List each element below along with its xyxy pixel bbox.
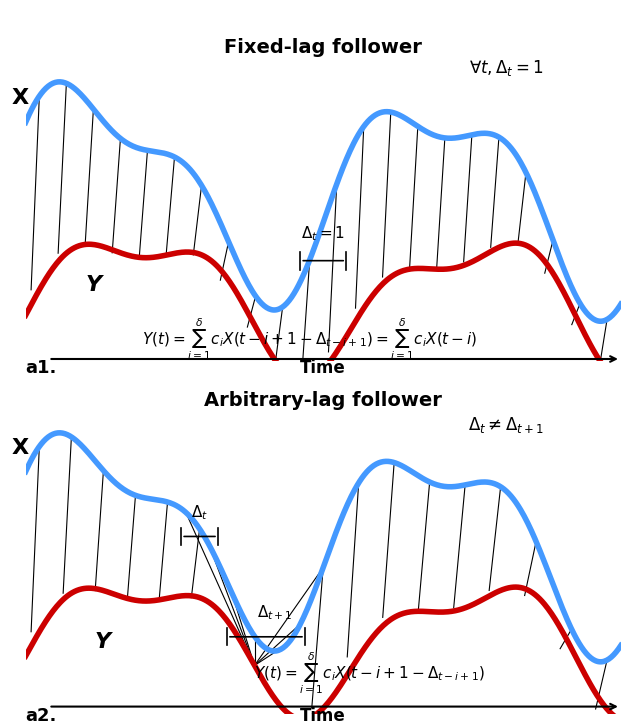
Text: $\Delta_t$: $\Delta_t$ bbox=[191, 503, 208, 522]
Text: $\Delta_{t+1}$: $\Delta_{t+1}$ bbox=[257, 603, 293, 622]
Text: Y: Y bbox=[85, 275, 101, 295]
Text: $\forall t, \Delta_t = 1$: $\forall t, \Delta_t = 1$ bbox=[469, 58, 543, 78]
Text: Arbitrary-lag follower: Arbitrary-lag follower bbox=[204, 391, 442, 410]
Text: a1.: a1. bbox=[26, 359, 57, 377]
Text: $\Delta_t = 1$: $\Delta_t = 1$ bbox=[301, 224, 346, 242]
Text: $\Delta_t \neq \Delta_{t+1}$: $\Delta_t \neq \Delta_{t+1}$ bbox=[468, 415, 544, 435]
Text: $Y(t) = \sum_{i=1}^{\delta} c_i X(t - i + 1 - \Delta_{t-i+1})$: $Y(t) = \sum_{i=1}^{\delta} c_i X(t - i … bbox=[253, 650, 484, 696]
Text: X: X bbox=[12, 88, 29, 108]
Text: a2.: a2. bbox=[26, 707, 57, 721]
Text: Y: Y bbox=[94, 632, 111, 652]
Text: Time: Time bbox=[300, 359, 346, 377]
Text: X: X bbox=[12, 438, 29, 459]
Text: $Y(t) = \sum_{i=1}^{\delta} c_i X(t - i + 1 - \Delta_{t-i+1}) = \sum_{i=1}^{\del: $Y(t) = \sum_{i=1}^{\delta} c_i X(t - i … bbox=[141, 317, 477, 362]
Text: Time: Time bbox=[300, 707, 346, 721]
Text: Fixed-lag follower: Fixed-lag follower bbox=[224, 38, 422, 57]
